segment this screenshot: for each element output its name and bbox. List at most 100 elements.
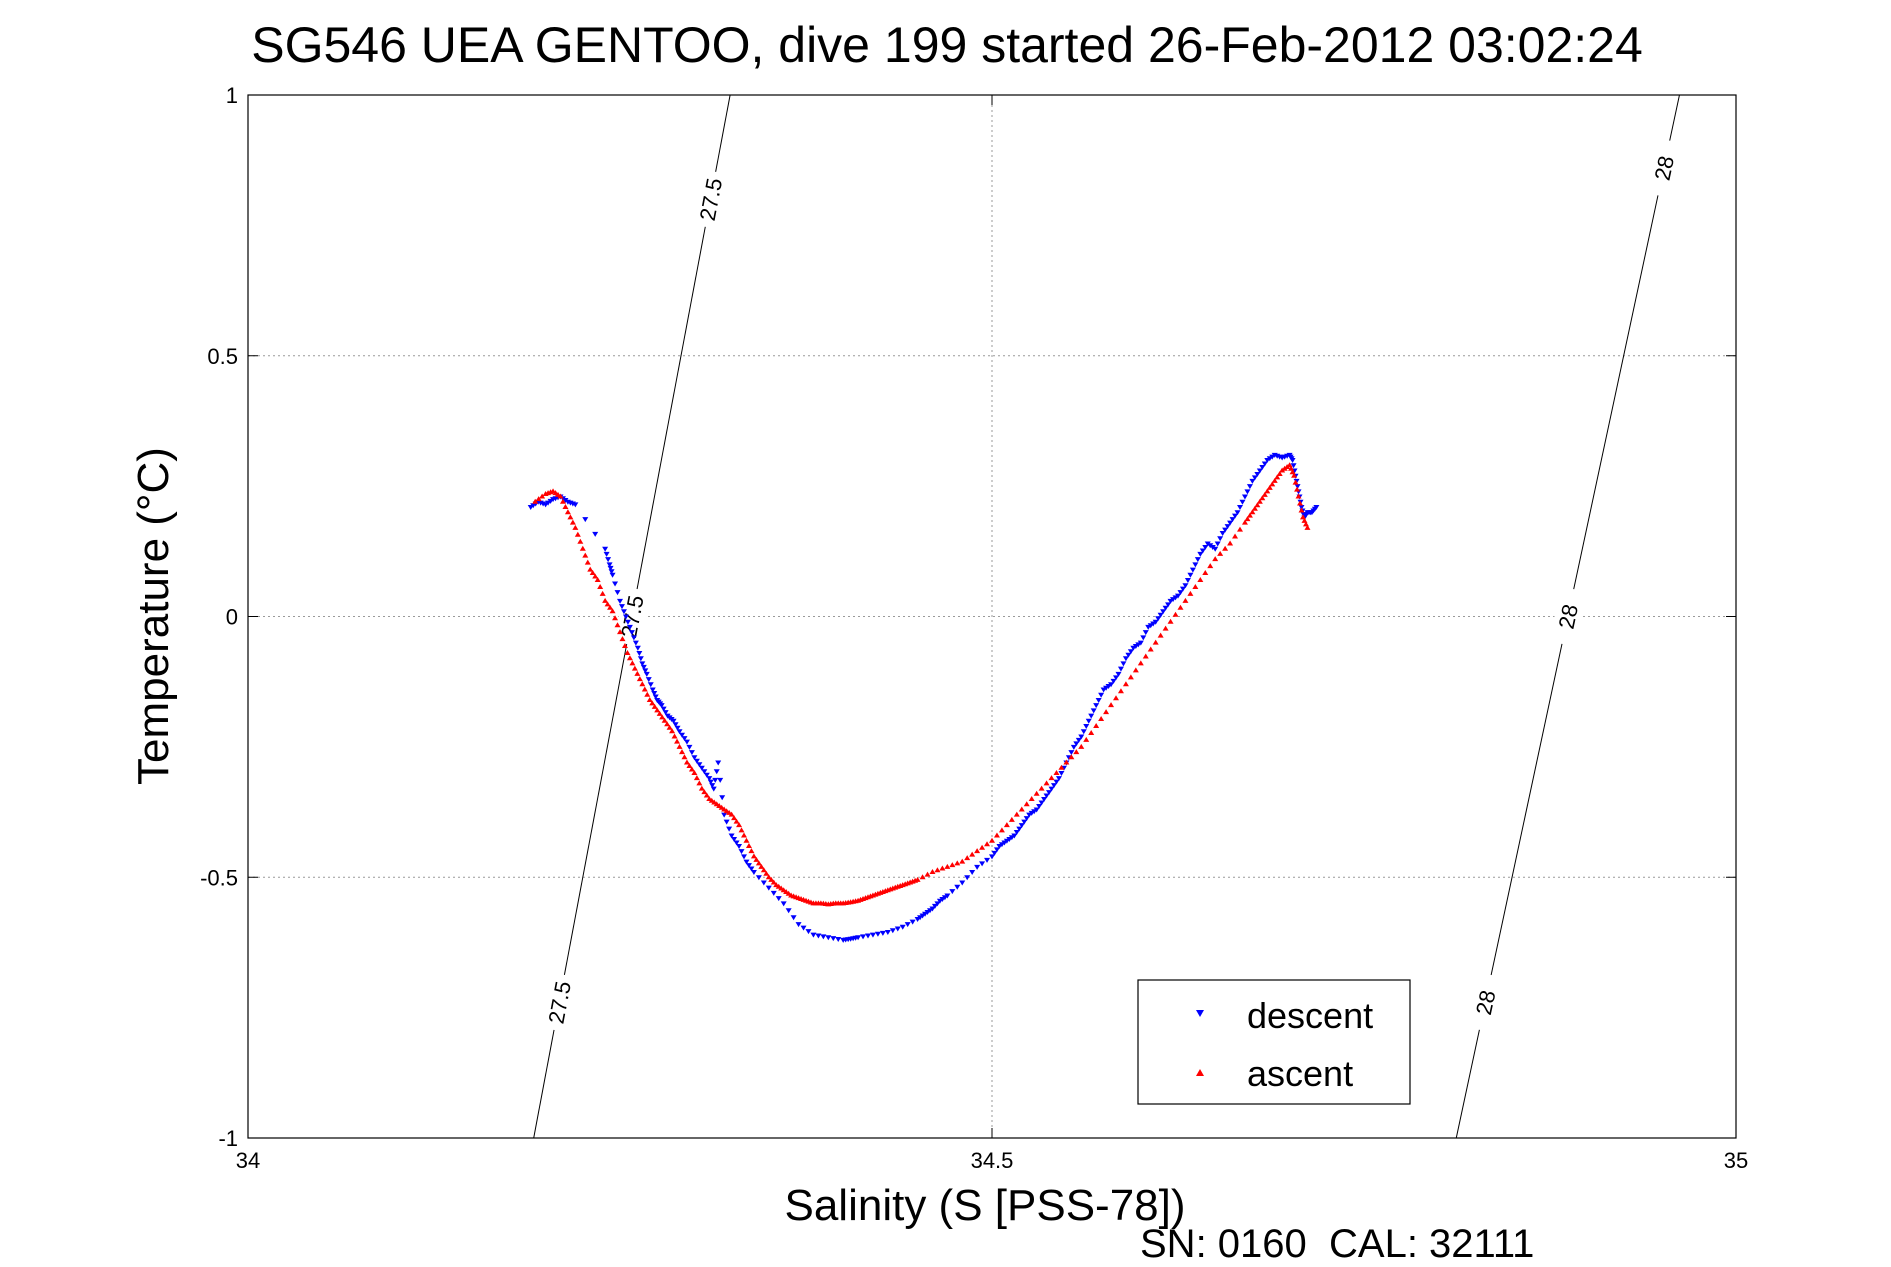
ascent-point [1217,550,1224,556]
ascent-point [1237,526,1243,532]
descent-point [1058,770,1065,776]
ascent-point [954,860,961,866]
ascent-point [760,867,767,873]
descent-point [1018,823,1025,829]
descent-point [760,880,767,886]
descent-point [736,843,743,849]
ascent-point [559,498,566,504]
ascent-point [594,576,601,582]
ascent-point [1187,590,1194,596]
descent-point [620,609,627,615]
descent-point [860,934,867,940]
descent-point [1125,652,1132,658]
ascent-point [1137,660,1144,666]
descent-point [1127,649,1134,655]
ascent-point [679,749,685,755]
descent-point [1053,779,1060,785]
ascent-point [646,696,653,702]
ascent-point [979,844,986,850]
ascent-point [1048,775,1055,781]
descent-point [931,903,938,909]
ascent-point [993,832,1000,838]
ascent-point [688,766,695,772]
descent-point [1051,783,1057,789]
ascent-point [1244,516,1251,522]
descent-point [693,758,700,764]
descent-point [1140,635,1147,641]
chart-title: SG546 UEA GENTOO, dive 199 started 26-Fe… [251,17,1643,73]
descent-point [934,901,941,907]
ascent-point [1108,702,1115,708]
descent-point [1070,744,1077,750]
descent-point [643,671,650,677]
ascent-point [1304,524,1311,530]
ascent-point [745,842,752,848]
descent-point [645,677,652,683]
ascent-point [1291,472,1298,478]
ascent-point [599,590,606,596]
descent-point [1011,833,1018,839]
ascent-point [1207,563,1214,569]
ascent-point [1251,505,1258,511]
ascent-point [934,867,941,873]
descent-point [1182,583,1189,589]
ascent-point [1008,816,1015,822]
descent-point [1237,504,1243,510]
ascent-point [929,869,936,875]
ascent-point [624,650,631,656]
ascent-point [701,789,708,795]
ascent-point [1274,474,1281,480]
descent-point [1187,572,1194,578]
descent-point [979,861,986,867]
descent-point [1041,797,1048,803]
ascent-point [768,876,775,882]
descent-point [652,694,659,700]
descent-point [1214,541,1221,547]
ascent-point [1127,674,1134,680]
y-tick-label: -1 [218,1126,238,1151]
ascent-point [1177,604,1184,610]
descent-point [572,502,579,508]
ascent-point [1078,743,1085,749]
descent-point [1110,678,1117,684]
descent-point [1085,718,1092,724]
descent-point [592,531,599,537]
ascent-point [939,865,946,871]
descent-point [879,930,886,936]
ascent-point [755,860,762,866]
ascent-point [741,832,747,838]
descent-point [1179,586,1186,592]
descent-point [974,864,981,870]
ascent-point [1202,570,1209,576]
ascent-point [698,785,705,791]
descent-point [745,863,752,869]
ascent-point [587,566,594,572]
descent-point [815,933,822,939]
ascent-point [763,870,770,876]
ascent-point [577,538,584,544]
descent-point [825,935,832,941]
ascent-point [1192,583,1199,589]
ascent-point [567,514,574,520]
descent-point [612,581,619,587]
descent-point [608,569,615,575]
ascent-point [1038,785,1045,791]
y-tick-label: 1 [226,83,238,108]
ascent-point [944,863,951,869]
descent-point [605,557,612,563]
ascent-point [674,738,681,744]
contour-label: 28 [1471,988,1501,1017]
descent-point [691,755,698,761]
descent-point [874,931,881,937]
ascent-point [969,851,976,857]
descent-point [795,922,802,928]
ascent-point [607,604,614,610]
descent-point [1197,551,1204,557]
ascent-point [1122,681,1129,687]
ascent-point [1212,556,1219,562]
descent-point [944,893,951,899]
ascent-point [1023,801,1030,807]
descent-point [1083,724,1090,730]
